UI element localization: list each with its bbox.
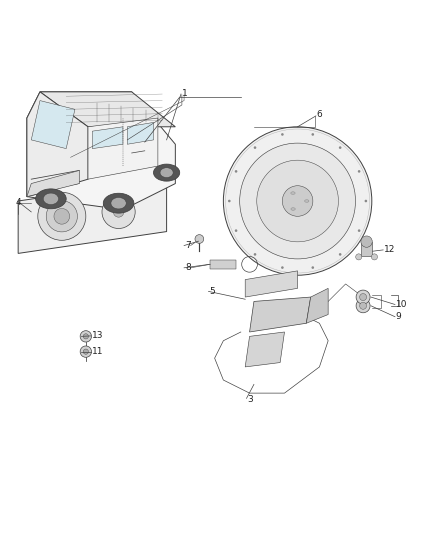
Ellipse shape [291, 208, 295, 211]
Polygon shape [27, 171, 79, 197]
Text: 4: 4 [16, 198, 21, 207]
Circle shape [195, 235, 204, 244]
Circle shape [356, 299, 370, 313]
Circle shape [360, 302, 367, 309]
Polygon shape [40, 92, 175, 127]
Circle shape [339, 147, 342, 149]
Text: 7: 7 [185, 241, 191, 250]
Ellipse shape [291, 192, 295, 195]
Ellipse shape [43, 193, 59, 205]
Ellipse shape [35, 189, 66, 209]
Text: 6: 6 [317, 110, 322, 119]
Circle shape [223, 127, 372, 275]
Text: 3: 3 [247, 395, 253, 404]
Circle shape [83, 349, 88, 354]
Ellipse shape [304, 200, 309, 203]
Polygon shape [361, 243, 372, 256]
Polygon shape [88, 118, 158, 179]
Polygon shape [18, 179, 166, 253]
Circle shape [361, 236, 372, 247]
Polygon shape [127, 123, 153, 144]
Circle shape [257, 160, 339, 242]
Ellipse shape [111, 197, 126, 209]
Text: 13: 13 [92, 332, 103, 341]
Text: 8: 8 [185, 263, 191, 272]
Polygon shape [27, 92, 88, 197]
Circle shape [254, 253, 256, 256]
Polygon shape [245, 271, 297, 297]
Circle shape [83, 334, 88, 339]
Text: 1: 1 [182, 88, 187, 98]
Circle shape [102, 195, 135, 229]
Circle shape [113, 207, 124, 217]
Circle shape [339, 253, 342, 256]
Polygon shape [31, 101, 75, 149]
Circle shape [371, 254, 378, 260]
Circle shape [360, 294, 367, 301]
Circle shape [311, 133, 314, 136]
Circle shape [240, 143, 356, 259]
Polygon shape [245, 332, 285, 367]
Circle shape [54, 208, 70, 224]
Ellipse shape [160, 168, 173, 177]
Circle shape [46, 201, 78, 232]
Circle shape [38, 192, 86, 240]
Circle shape [311, 266, 314, 269]
Circle shape [364, 200, 367, 203]
Circle shape [80, 346, 92, 357]
Polygon shape [250, 297, 311, 332]
Polygon shape [27, 92, 175, 210]
Circle shape [281, 266, 284, 269]
Polygon shape [92, 127, 123, 149]
Text: 12: 12 [384, 245, 396, 254]
Polygon shape [306, 288, 328, 323]
Circle shape [358, 229, 360, 232]
Text: 11: 11 [92, 347, 103, 356]
Text: 9: 9 [396, 312, 402, 321]
Circle shape [356, 254, 362, 260]
Circle shape [228, 200, 231, 203]
Text: 10: 10 [396, 300, 407, 309]
Circle shape [80, 330, 92, 342]
Circle shape [254, 147, 256, 149]
Circle shape [235, 170, 237, 173]
Circle shape [281, 133, 284, 136]
Ellipse shape [103, 193, 134, 213]
Circle shape [283, 185, 313, 216]
Polygon shape [210, 260, 237, 269]
Circle shape [356, 290, 370, 304]
Text: 5: 5 [209, 287, 215, 296]
Circle shape [358, 170, 360, 173]
Circle shape [235, 229, 237, 232]
Ellipse shape [153, 164, 180, 181]
